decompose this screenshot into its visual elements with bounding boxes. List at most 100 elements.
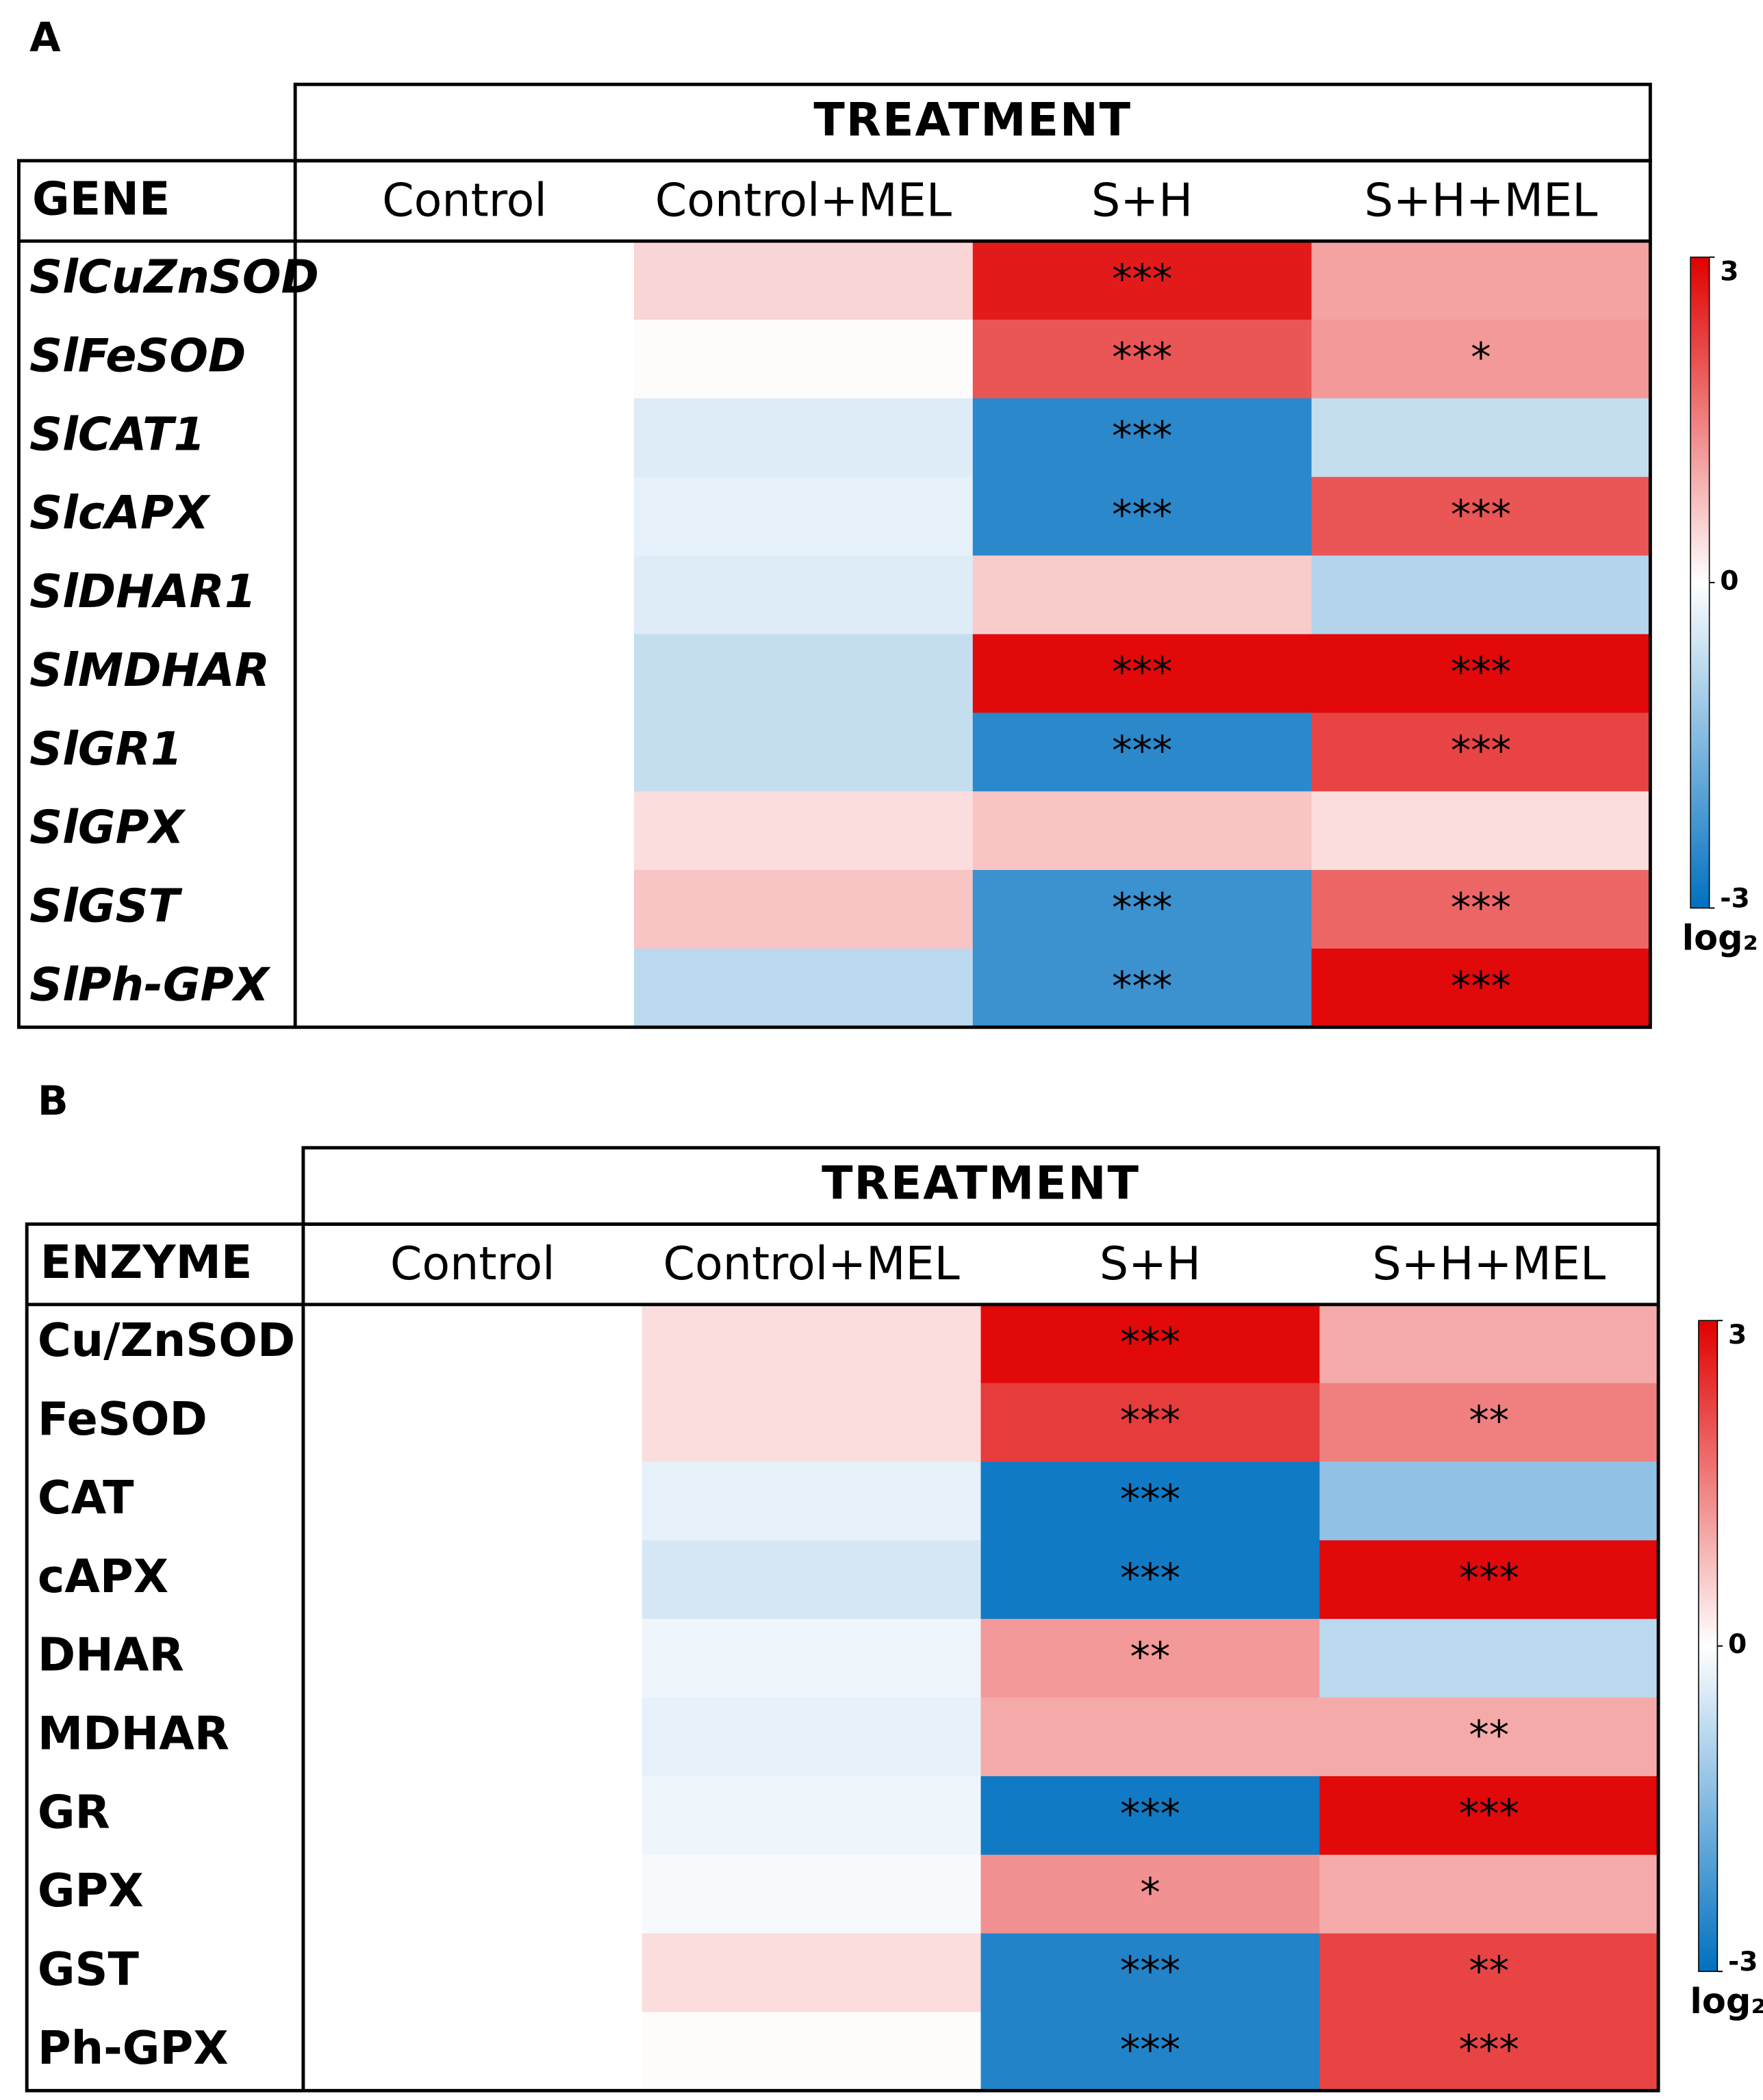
heatmap-cell [633,398,974,478]
colorbar-tick-label: 0 [1720,566,1738,597]
significance-label: *** [1112,884,1172,932]
significance-label: *** [1459,2026,1519,2073]
heatmap-cell [642,1933,982,2013]
colorbar [1698,1320,1718,1972]
heatmap-cell [972,713,1312,793]
heatmap-cell [980,2012,1321,2092]
heatmap-cell [980,1933,1321,2013]
heatmap-cell [295,713,635,793]
heatmap-cell [633,476,974,556]
colorbar-tick-label: -3 [1728,1947,1758,1977]
heatmap-cell [1311,241,1651,321]
column-label: S+H [1100,1237,1201,1290]
heatmap-cell [972,398,1312,478]
heatmap-cell [1319,1383,1660,1463]
column-label: S+H [1091,174,1193,227]
significance-label: *** [1120,1554,1180,1602]
heatmap-cell [295,870,635,949]
significance-label: *** [1451,491,1511,538]
significance-label: *** [1112,334,1172,381]
heatmap-cell [633,791,974,871]
heatmap-cell [980,1619,1321,1699]
header-box [293,82,1652,163]
header-title: TREATMENT [813,93,1132,146]
heatmap-cell [642,1776,982,1856]
row-label: cAPX [38,1550,168,1603]
colorbar-label: log₂ [1690,1982,1763,2022]
row-label: SlGPX [29,801,186,854]
significance-label: * [1140,1869,1160,1916]
heatmap-cell [1311,634,1651,714]
heatmap-cell [295,398,635,478]
significance-label: *** [1451,884,1511,932]
significance-label: *** [1120,1791,1180,1838]
heatmap-cell [972,634,1312,714]
significance-label: *** [1451,648,1511,695]
heatmap-cell [303,1698,643,1777]
row-label: SlCuZnSOD [29,251,319,304]
heatmap-cell [295,241,635,321]
significance-label: *** [1112,648,1172,695]
heatmap-cell [633,634,974,714]
heatmap-cell [642,1854,982,1934]
row-label: MDHAR [38,1707,229,1760]
row-label: SlCAT1 [29,407,205,461]
heatmap-cell [1311,791,1651,871]
significance-label: ** [1469,1712,1509,1759]
heatmap-cell [972,948,1312,1028]
column-label: S+H+MEL [1365,174,1598,227]
heatmap-cell [303,1304,643,1384]
heatmap-cell [1319,1698,1660,1777]
heatmap-cell [1319,1619,1660,1699]
corner-label: GENE [32,172,170,226]
heatmap-cell [980,1854,1321,1934]
heatmap-cell [1311,713,1651,793]
column-label: Control [382,174,547,227]
heatmap-cell [980,1698,1321,1777]
heatmap-cell [1311,398,1651,478]
heatmap-cell [303,1776,643,1856]
heatmap-cell [972,870,1312,949]
significance-label: *** [1459,1554,1519,1602]
significance-label: *** [1451,963,1511,1010]
row-label: GPX [38,1864,144,1917]
heatmap-cell [1319,1304,1660,1384]
heatmap-cell [303,1461,643,1541]
significance-label: *** [1120,1397,1180,1444]
row-label: CAT [38,1471,134,1524]
heatmap-cell [980,1461,1321,1541]
heatmap-cell [972,241,1312,321]
row-label: SlPh-GPX [29,958,271,1011]
heatmap-cell [303,1854,643,1934]
heatmap-cell [980,1304,1321,1384]
significance-label: * [1471,334,1491,381]
heatmap-cell [1319,2012,1660,2092]
significance-label: *** [1120,1947,1180,1995]
significance-label: *** [1120,2026,1180,2073]
row-label: SlMDHAR [29,643,270,697]
heatmap-cell [295,948,635,1028]
heatmap-cell [303,1540,643,1620]
heatmap-cell [295,476,635,556]
heatmap-cell [642,1540,982,1620]
significance-label: ** [1130,1633,1171,1680]
significance-label: *** [1451,727,1511,774]
heatmap-cell [295,555,635,635]
significance-label: *** [1112,963,1172,1010]
heatmap-cell [1311,870,1651,949]
column-label: Control [390,1237,555,1290]
heatmap-cell [295,320,635,399]
significance-label: *** [1459,1791,1519,1838]
heatmap-cell [980,1776,1321,1856]
heatmap-cell [303,1619,643,1699]
heatmap-cell [980,1383,1321,1463]
row-label: SlcAPX [29,486,212,539]
corner-label: ENZYME [40,1235,253,1289]
row-label: Cu/ZnSOD [38,1314,295,1367]
heatmap-cell [1319,1933,1660,2013]
heatmap-cell [633,870,974,949]
significance-label: *** [1112,413,1172,460]
heatmap-cell [642,1383,982,1463]
heatmap-cell [303,1933,643,2013]
